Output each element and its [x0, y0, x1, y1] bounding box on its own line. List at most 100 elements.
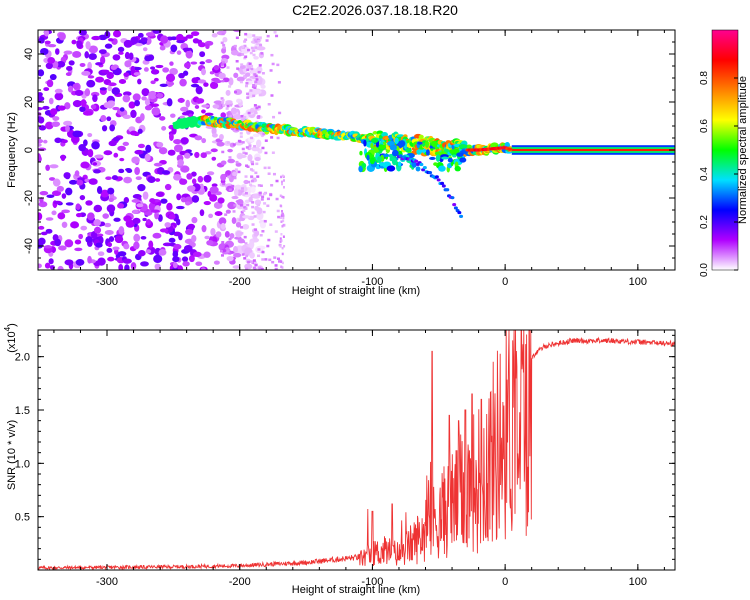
- spectrogram-cell: [152, 232, 162, 239]
- spectrogram-cell: [228, 85, 232, 88]
- spectrogram-cell: [257, 254, 261, 258]
- spectrogram-cell: [244, 242, 248, 245]
- spectrogram-cell: [447, 157, 453, 163]
- spectrogram-cell: [394, 137, 399, 144]
- spectrogram-cell: [220, 254, 224, 257]
- spectrogram-cell: [61, 139, 68, 144]
- spectrogram-cell: [221, 150, 225, 154]
- spectrogram-cell: [47, 43, 57, 48]
- spectrogram-cell: [132, 209, 139, 214]
- spectrogram-cell: [150, 209, 160, 213]
- spectrogram-cell: [140, 261, 149, 267]
- spectrogram-cell: [235, 162, 242, 167]
- spectrogram-cell: [180, 137, 189, 145]
- spectrogram-cell: [107, 38, 114, 42]
- spectrogram-xtick-label: -100: [361, 276, 383, 288]
- spectrogram-cell: [214, 211, 223, 217]
- spectrogram-cell: [182, 47, 192, 52]
- spectrogram-cell: [210, 228, 216, 236]
- spectrogram-cell: [64, 239, 74, 248]
- spectrogram-cell: [131, 156, 140, 164]
- spectrogram-cell: [281, 182, 284, 186]
- spectrogram-cell: [65, 202, 74, 206]
- spectrogram-cell: [266, 244, 270, 248]
- spectrogram-cell: [278, 111, 282, 115]
- spectrogram-cell: [78, 143, 86, 152]
- spectrogram-cell: [251, 223, 255, 226]
- spectrogram-cell: [452, 202, 457, 207]
- spectrogram-cell: [270, 136, 274, 139]
- spectrogram-cell: [433, 162, 438, 166]
- spectrogram-cell: [259, 43, 263, 47]
- spectrogram-cell: [253, 261, 257, 264]
- spectrogram-cell: [391, 157, 398, 166]
- spectrogram-cell: [111, 87, 121, 95]
- spectrogram-cell: [106, 116, 112, 122]
- spectrogram-cell: [196, 98, 205, 104]
- spectrogram-cell: [187, 185, 196, 192]
- spectrogram-cell: [225, 107, 229, 110]
- spectrogram-cell: [227, 175, 231, 179]
- spectrogram-cell: [167, 149, 176, 156]
- spectrogram-cell: [211, 133, 218, 138]
- spectrogram-cell: [253, 84, 257, 88]
- spectrogram-cell: [452, 154, 457, 158]
- spectrogram-cell: [224, 213, 228, 216]
- spectrogram-cell: [245, 146, 249, 149]
- spectrogram-cell: [76, 40, 83, 49]
- spectrogram-cell: [108, 236, 115, 242]
- spectrogram-cell: [57, 105, 66, 111]
- spectrogram-cell: [253, 177, 257, 181]
- spectrogram-cell: [241, 253, 245, 256]
- spectrogram-cell: [250, 64, 254, 68]
- spectrogram-cell: [45, 217, 54, 221]
- spectrogram-cell: [205, 59, 213, 64]
- spectrogram-cell: [382, 153, 390, 158]
- spectrogram-cell: [187, 223, 196, 230]
- spectrogram-cell: [130, 109, 137, 119]
- spectrogram-cell: [130, 36, 139, 45]
- spectrogram-cell: [143, 67, 149, 72]
- spectrogram-cell: [38, 201, 48, 208]
- spectrogram-cell: [282, 175, 285, 179]
- spectrogram-cell: [185, 201, 191, 206]
- spectrogram-cell: [160, 198, 168, 204]
- snr-xtick-label: -100: [361, 576, 383, 588]
- snr-xlabel: Height of straight line (km): [292, 584, 420, 596]
- spectrogram-cell: [104, 229, 114, 235]
- spectrogram-cell: [122, 258, 132, 264]
- spectrogram-cell: [422, 166, 427, 170]
- spectrogram-cell: [241, 147, 245, 151]
- spectrogram-cell: [232, 265, 241, 269]
- spectrogram-cell: [260, 198, 264, 201]
- spectrogram-cell: [452, 148, 460, 154]
- spectrogram-cell: [233, 72, 239, 79]
- spectrogram-cell: [177, 159, 185, 166]
- spectrogram-cell: [159, 45, 166, 51]
- spectrogram-cell: [254, 74, 258, 77]
- spectrogram-cell: [225, 89, 231, 96]
- spectrogram-cell: [154, 211, 160, 220]
- spectrogram-cell: [209, 194, 218, 202]
- spectrogram-cell: [391, 149, 399, 157]
- spectrogram-cell: [44, 262, 51, 269]
- spectrogram-cell: [247, 180, 251, 184]
- spectrogram-cell: [254, 171, 258, 175]
- spectrogram-cell: [87, 75, 95, 79]
- spectrogram-cell: [75, 258, 85, 266]
- spectrogram-cell: [282, 196, 285, 199]
- spectrogram-cell: [222, 46, 226, 49]
- spectrogram-cell: [255, 120, 259, 124]
- spectrogram-cell: [258, 193, 262, 196]
- spectrogram-cell: [232, 210, 236, 213]
- spectrogram-cell: [247, 111, 251, 115]
- spectrogram-cell: [194, 151, 200, 159]
- spectrogram-cell: [252, 84, 256, 87]
- spectrogram-cell: [228, 156, 232, 159]
- spectrogram-cell: [459, 157, 467, 163]
- spectrogram-cell: [213, 64, 220, 71]
- spectrogram-cell: [244, 55, 248, 58]
- colorbar-frame: [711, 29, 739, 271]
- spectrogram-cell: [418, 134, 424, 139]
